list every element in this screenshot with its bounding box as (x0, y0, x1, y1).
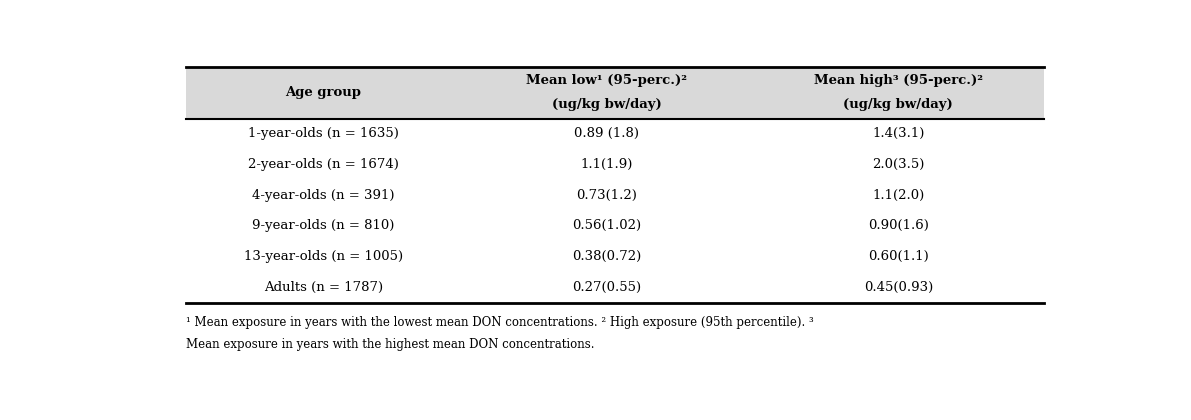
Text: 1.4(3.1): 1.4(3.1) (872, 127, 924, 140)
Text: 0.56(1.02): 0.56(1.02) (572, 219, 641, 232)
Text: Mean high³ (95-perc.)²: Mean high³ (95-perc.)² (813, 74, 983, 87)
Text: 1.1(1.9): 1.1(1.9) (580, 158, 632, 171)
Text: 1.1(2.0): 1.1(2.0) (872, 189, 924, 202)
Text: 0.45(0.93): 0.45(0.93) (863, 281, 933, 294)
Text: 0.38(0.72): 0.38(0.72) (572, 250, 641, 263)
Text: 2-year-olds (n = 1674): 2-year-olds (n = 1674) (248, 158, 399, 171)
Text: 9-year-olds (n = 810): 9-year-olds (n = 810) (252, 219, 394, 232)
Text: 13-year-olds (n = 1005): 13-year-olds (n = 1005) (244, 250, 403, 263)
Text: 0.90(1.6): 0.90(1.6) (868, 219, 929, 232)
Text: 0.60(1.1): 0.60(1.1) (868, 250, 929, 263)
Bar (186, 66, 1045, 118)
Text: 2.0(3.5): 2.0(3.5) (872, 158, 924, 171)
Text: 0.89 (1.8): 0.89 (1.8) (574, 127, 638, 140)
Text: 0.73(1.2): 0.73(1.2) (576, 189, 637, 202)
Text: Adults (n = 1787): Adults (n = 1787) (263, 281, 382, 294)
Text: ¹ Mean exposure in years with the lowest mean DON concentrations. ² High exposur: ¹ Mean exposure in years with the lowest… (186, 315, 813, 328)
Text: (ug/kg bw/day): (ug/kg bw/day) (843, 98, 953, 111)
Text: (ug/kg bw/day): (ug/kg bw/day) (551, 98, 661, 111)
Text: 0.27(0.55): 0.27(0.55) (572, 281, 641, 294)
Text: Age group: Age group (285, 86, 361, 99)
Text: Mean exposure in years with the highest mean DON concentrations.: Mean exposure in years with the highest … (186, 338, 594, 351)
Text: Mean low¹ (95-perc.)²: Mean low¹ (95-perc.)² (526, 74, 687, 87)
Text: 1-year-olds (n = 1635): 1-year-olds (n = 1635) (248, 127, 399, 140)
Text: 4-year-olds (n = 391): 4-year-olds (n = 391) (251, 189, 394, 202)
